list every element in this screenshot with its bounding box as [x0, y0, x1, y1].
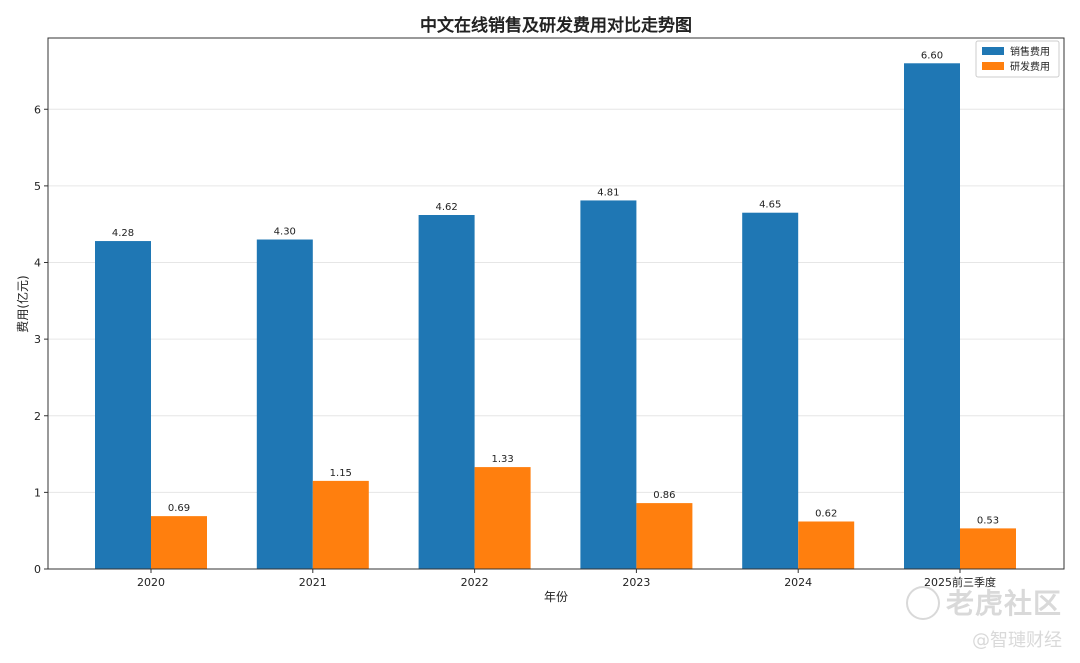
bar-rd-3 [636, 503, 693, 569]
y-tick-label-3: 3 [34, 333, 41, 346]
bar-sales-4 [742, 212, 799, 569]
data-label-rd-4: 0.62 [815, 508, 837, 519]
data-label-sales-1: 4.30 [274, 227, 296, 238]
y-tick-label-1: 1 [34, 486, 41, 499]
bar-rd-4 [798, 521, 855, 569]
data-label-sales-2: 4.62 [435, 202, 457, 213]
data-label-rd-3: 0.86 [653, 490, 675, 501]
y-tick-label-4: 4 [34, 257, 41, 270]
bars [95, 63, 1016, 570]
bar-sales-2 [418, 215, 475, 569]
data-label-rd-2: 1.33 [491, 454, 513, 465]
x-axis: 2020 2021 2022 2023 2024 2025前三季度 [137, 569, 996, 589]
x-tick-label-2: 2022 [461, 576, 489, 589]
legend-swatch-0 [982, 47, 1004, 55]
data-label-sales-4: 4.65 [759, 200, 781, 211]
data-label-rd-5: 0.53 [977, 515, 999, 526]
data-label-sales-3: 4.81 [597, 187, 619, 198]
data-label-sales-0: 4.28 [112, 228, 134, 239]
y-axis: 0 1 2 3 4 5 6 [34, 103, 48, 576]
bar-sales-5 [904, 63, 960, 570]
x-tick-label-4: 2024 [784, 576, 812, 589]
watermark-sub: @智璉财经 [972, 630, 1062, 651]
bar-rd-5 [960, 528, 1016, 569]
gridlines [48, 108, 1064, 493]
y-axis-label: 费用(亿元) [15, 275, 30, 332]
chart-title: 中文在线销售及研发费用对比走势图 [420, 15, 692, 36]
x-tick-label-3: 2023 [622, 576, 650, 589]
bar-sales-0 [95, 241, 151, 569]
plot-frame [47, 37, 1065, 570]
watermark-logo-icon [906, 586, 940, 620]
x-tick-label-5: 2025前三季度 [924, 575, 996, 589]
x-tick-label-0: 2020 [137, 576, 165, 589]
legend-label-0: 销售费用 [1010, 45, 1050, 58]
x-tick-label-1: 2021 [299, 576, 327, 589]
bar-sales-1 [256, 239, 313, 570]
legend-swatch-1 [982, 62, 1004, 70]
bar-rd-1 [312, 480, 369, 569]
y-tick-label-5: 5 [34, 180, 41, 193]
bar-rd-2 [474, 467, 531, 569]
data-label-rd-1: 1.15 [330, 468, 352, 479]
bar-sales-3 [580, 200, 637, 569]
data-label-rd-0: 0.69 [168, 503, 190, 514]
data-label-sales-5: 6.60 [921, 50, 943, 61]
y-tick-label-0: 0 [34, 563, 41, 576]
y-tick-label-6: 6 [34, 103, 41, 116]
legend-label-1: 研发费用 [1010, 60, 1050, 73]
bar-rd-0 [151, 516, 207, 569]
y-tick-label-2: 2 [34, 410, 41, 423]
watermark-main: 老虎社区 [945, 587, 1062, 620]
data-labels: 4.28 0.69 4.30 1.15 4.62 1.33 4.81 0.86 4.65 0.62… [112, 50, 999, 526]
x-axis-label: 年份 [544, 590, 568, 604]
